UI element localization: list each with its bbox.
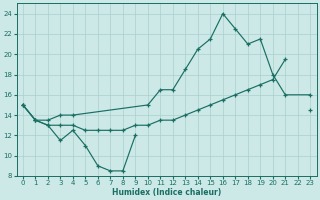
X-axis label: Humidex (Indice chaleur): Humidex (Indice chaleur) <box>112 188 221 197</box>
